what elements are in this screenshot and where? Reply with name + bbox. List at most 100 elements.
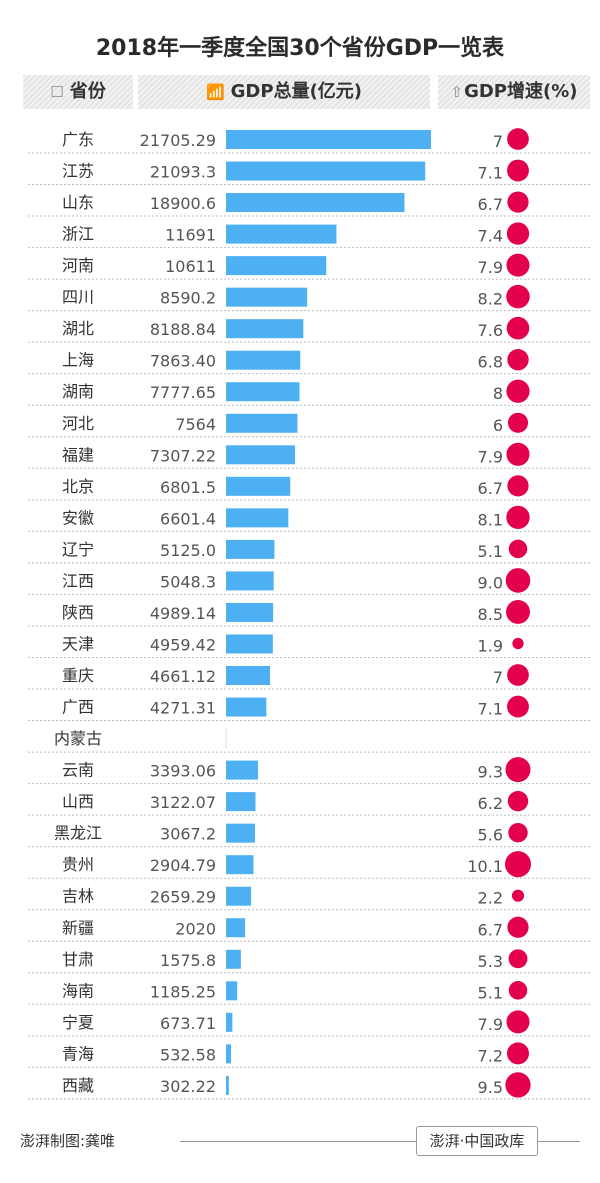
- chart-title: 2018年一季度全国30个省份GDP一览表: [95, 36, 505, 61]
- province-label: 云南: [62, 761, 94, 780]
- gdp-bar: [226, 981, 238, 1001]
- growth-bubble: [506, 442, 530, 466]
- growth-value-label: 5.1: [478, 542, 503, 561]
- province-label: 福建: [62, 445, 94, 464]
- growth-value-label: 7: [493, 668, 503, 687]
- header-gdp: 📶 GDP总量(亿元): [138, 75, 430, 109]
- province-label: 河北: [62, 414, 94, 433]
- province-label: 宁夏: [62, 1013, 94, 1032]
- gdp-bar: [226, 508, 289, 528]
- growth-value-label: 7.6: [478, 321, 503, 340]
- province-label: 黑龙江: [54, 824, 102, 843]
- gdp-value-label: 8188.84: [150, 320, 216, 339]
- gdp-value-label: 3122.07: [150, 793, 216, 812]
- province-label: 青海: [62, 1044, 94, 1063]
- growth-value-label: 9.3: [478, 763, 503, 782]
- header-growth-label: GDP增速(%): [464, 81, 578, 102]
- province-label: 江西: [62, 571, 94, 590]
- growth-bubble: [507, 790, 529, 812]
- province-label: 北京: [62, 477, 94, 496]
- growth-bubble: [505, 757, 531, 783]
- growth-bubble: [507, 664, 529, 686]
- gdp-bar: [226, 193, 405, 213]
- gdp-bar: [226, 445, 296, 465]
- growth-bubble: [508, 539, 528, 559]
- growth-value-label: 9.0: [478, 573, 503, 592]
- gdp-value-label: 7564: [175, 415, 216, 434]
- gdp-bar: [226, 634, 273, 654]
- gdp-value-label: 4989.14: [150, 604, 216, 623]
- growth-value-label: 7.9: [478, 447, 503, 466]
- growth-value-label: 7.9: [478, 258, 503, 277]
- growth-bubble: [511, 889, 525, 902]
- gdp-value-label: 11691: [165, 226, 216, 245]
- province-label: 辽宁: [62, 540, 94, 559]
- growth-bubble: [512, 637, 524, 650]
- gdp-value-label: 673.71: [160, 1014, 216, 1033]
- growth-value-label: 6: [493, 416, 503, 435]
- growth-bubble: [507, 349, 529, 371]
- growth-bubble: [506, 1042, 530, 1065]
- gdp-value-label: 6601.4: [160, 509, 216, 528]
- gdp-bar: [226, 760, 259, 780]
- growth-value-label: 6.7: [478, 479, 503, 498]
- gdp-value-label: 4271.31: [150, 699, 216, 718]
- gdp-value-label: 3067.2: [160, 825, 216, 844]
- gdp-bar: [226, 350, 301, 370]
- growth-bubble: [506, 1010, 530, 1034]
- growth-bubble: [506, 253, 530, 277]
- gdp-value-label: 2659.29: [150, 888, 216, 907]
- bar-chart-icon: 📶: [205, 83, 225, 101]
- province-label: 新疆: [62, 918, 94, 937]
- gdp-bar: [226, 256, 327, 276]
- province-label: 吉林: [62, 887, 94, 906]
- gdp-value-label: 532.58: [160, 1045, 216, 1064]
- gdp-value-label: 1185.25: [150, 982, 216, 1001]
- growth-bubble: [506, 284, 530, 309]
- gdp-bar: [226, 855, 254, 875]
- footer-divider: [180, 1141, 416, 1142]
- gdp-value-label: 8590.2: [160, 289, 216, 308]
- growth-value-label: 7.9: [478, 1015, 503, 1034]
- gdp-bar: [226, 476, 291, 496]
- growth-bubble: [507, 128, 529, 150]
- growth-value-label: 10.1: [467, 857, 503, 876]
- gdp-bar: [226, 287, 308, 307]
- province-label: 广东: [62, 130, 94, 149]
- province-label: 浙江: [62, 225, 94, 244]
- growth-value-label: 1.9: [478, 636, 503, 655]
- growth-bubble: [504, 851, 532, 878]
- header-province: ☐ 省份: [23, 75, 133, 109]
- growth-value-label: 9.5: [478, 1078, 503, 1097]
- gdp-value-label: 6801.5: [160, 478, 216, 497]
- growth-bubble: [507, 412, 529, 433]
- gdp-bar: [226, 823, 255, 843]
- province-label: 海南: [62, 981, 94, 1000]
- growth-bubble: [507, 695, 529, 718]
- gdp-bar: [226, 1012, 233, 1032]
- footer-divider: [538, 1141, 580, 1142]
- province-label: 重庆: [62, 666, 94, 685]
- gdp-value-label: 5048.3: [160, 572, 216, 591]
- growth-value-label: 8.2: [478, 290, 503, 309]
- gdp-value-label: 5125.0: [160, 541, 216, 560]
- header-growth: ⇧GDP增速(%): [438, 75, 590, 109]
- up-arrow-icon: ⇧: [450, 83, 464, 101]
- gdp-bar: [226, 319, 304, 339]
- growth-value-label: 6.7: [478, 920, 503, 939]
- footer-credit: 澎湃制图:龚唯: [20, 1132, 116, 1150]
- header-province-label: 省份: [69, 81, 106, 102]
- gdp-bar: [226, 1044, 232, 1064]
- growth-bubble: [506, 222, 530, 245]
- growth-bubble: [507, 159, 529, 182]
- gdp-value-label: 7307.22: [150, 446, 216, 465]
- gdp-value-label: 2020: [175, 919, 216, 938]
- province-label: 安徽: [62, 508, 94, 527]
- gdp-bar: [226, 571, 274, 591]
- growth-value-label: 7.4: [478, 227, 503, 246]
- growth-value-label: 6.8: [478, 353, 503, 372]
- growth-bubble: [507, 475, 529, 497]
- growth-bubble: [505, 568, 531, 593]
- growth-bubble: [508, 981, 528, 1000]
